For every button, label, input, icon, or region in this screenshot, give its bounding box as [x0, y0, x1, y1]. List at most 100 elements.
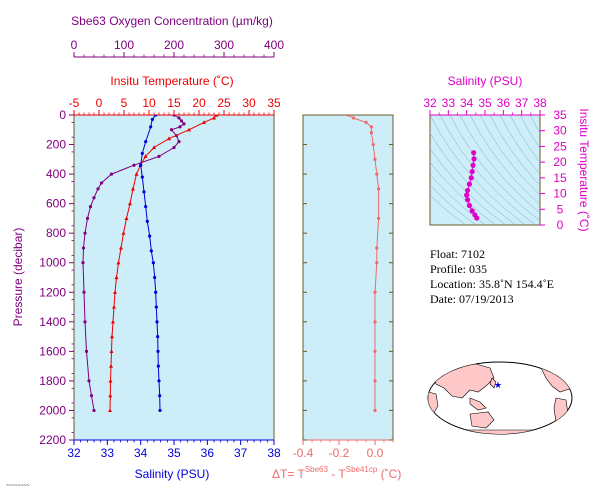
temperature-series-point — [108, 393, 113, 398]
ts-isoline — [519, 115, 540, 150]
salinity-series-point — [150, 117, 154, 122]
ts-isoline — [430, 132, 517, 225]
ts-temperature-axis-title: Insitu Temperature (˚C) — [577, 108, 591, 231]
salinity-series-point — [144, 204, 148, 209]
salinity-series-point — [156, 349, 160, 353]
temperature-series-point — [214, 115, 219, 117]
ts-salinity-tick-label: 36 — [497, 96, 511, 110]
profile-series — [81, 115, 219, 413]
ts-series-point — [471, 156, 477, 162]
delta-t-series-point — [375, 261, 379, 265]
temperature-series-point — [109, 363, 113, 368]
oxygen-series-point — [87, 379, 91, 383]
temperature-tick-label: 25 — [217, 96, 231, 110]
oxygen-series-point — [83, 231, 87, 235]
delta-t-series-point — [373, 379, 377, 383]
delta-t-series-point — [373, 349, 377, 353]
oxygen-series-point — [83, 320, 87, 324]
pressure-tick-label: 1200 — [39, 285, 66, 299]
salinity-tick-label: 32 — [67, 446, 81, 460]
date-info-label: Date: 07/19/2013 — [430, 292, 514, 306]
delta-t-series-point — [377, 216, 381, 221]
ts-isoline — [539, 115, 540, 116]
ts-series-point — [468, 175, 474, 181]
salinity-series-point — [155, 320, 159, 324]
temperature-series-point — [124, 216, 129, 221]
ts-series-point — [466, 202, 473, 209]
salinity-series-point — [156, 364, 160, 368]
delta-t-series-point — [369, 125, 373, 129]
oxygen-series-point — [92, 196, 96, 200]
ts-temperature-tick-label: 30 — [553, 124, 567, 138]
pressure-tick-label: 200 — [46, 138, 66, 152]
ts-isoline — [479, 115, 540, 196]
ts-isoline — [430, 173, 487, 225]
oxygen-tick-label: 200 — [164, 38, 184, 52]
ts-temperature-tick-label: 15 — [553, 171, 567, 185]
ts-plot-area — [429, 114, 541, 226]
salinity-series-point — [148, 234, 152, 238]
landmass-southeast-asia — [469, 397, 487, 411]
delta-series — [346, 115, 381, 413]
ts-density-isolines — [430, 115, 540, 225]
delta-tick-label: -0.2 — [329, 446, 350, 460]
pressure-tick-label: 0 — [59, 108, 66, 122]
temperature-series-point — [187, 127, 191, 132]
pressure-tick-label: 400 — [46, 167, 66, 181]
temperature-series-point — [167, 136, 171, 141]
location-info-label: Location: 35.8˚N 154.4˚E — [430, 277, 554, 291]
oxygen-series-point — [157, 154, 161, 158]
salinity-series-point — [153, 275, 157, 280]
delta-tick-label: 0.0 — [367, 446, 384, 460]
temperature-series-point — [113, 290, 117, 294]
ts-series-point — [469, 168, 475, 175]
oxygen-tick-label: 400 — [264, 38, 284, 52]
landmass-antarctica — [439, 429, 561, 434]
salinity-tick-label: 36 — [201, 446, 215, 460]
salinity-series-point — [144, 139, 148, 144]
temperature-axis-title: Insitu Temperature (˚C) — [110, 74, 233, 88]
oxygen-series-point — [99, 181, 104, 185]
salinity-series-point — [151, 261, 155, 265]
ts-isoline — [489, 115, 540, 186]
ts-temperature-tick-label: 5 — [557, 202, 564, 216]
pressure-axis-title: Pressure (decibar) — [11, 228, 25, 327]
temperature-series-point — [131, 186, 135, 191]
float-location-marker: ★ — [494, 380, 502, 390]
oxygen-series-point — [178, 125, 182, 129]
delta-t-series-point — [369, 131, 373, 135]
pressure-tick-label: 1600 — [39, 344, 66, 358]
ts-isoline — [449, 115, 540, 222]
oxygen-series-point — [92, 408, 96, 413]
ts-series-point — [464, 187, 471, 194]
delta-t-series-point — [373, 320, 377, 324]
ts-salinity-tick-label: 37 — [515, 96, 529, 110]
oxygen-axis-title: Sbe63 Oxygen Concentration (µm/kg) — [71, 14, 273, 28]
oxygen-series-point — [177, 116, 181, 120]
salinity-series-point — [156, 334, 160, 339]
pressure-tick-label: 2000 — [39, 403, 66, 417]
oxygen-series-point — [96, 187, 100, 191]
ts-isoline — [509, 115, 540, 163]
pressure-tick-label: 800 — [46, 226, 66, 240]
temperature-series-point — [134, 171, 139, 176]
delta-tick-label: -0.4 — [293, 446, 314, 460]
temperature-series-point — [111, 319, 115, 324]
delta-title-sup1: Sbe63 — [305, 465, 329, 474]
temperature-tick-label: 20 — [192, 96, 206, 110]
delta-t-series-point — [373, 157, 377, 161]
salinity-tick-label: 34 — [134, 446, 148, 460]
delta-title-end: (˚C) — [377, 467, 401, 481]
pressure-tick-label: 1800 — [39, 374, 66, 388]
temperature-series-point — [212, 115, 216, 120]
delta-title-sup2: Sbe41cp — [346, 465, 378, 474]
oxygen-series-point — [89, 394, 94, 398]
salinity-tick-label: 33 — [101, 446, 115, 460]
ts-temperature-tick-label: 0 — [557, 218, 564, 232]
oxygen-series-point — [182, 122, 186, 126]
ts-isoline — [430, 184, 477, 225]
salinity-series-point — [145, 219, 149, 223]
temperature-series-point — [116, 260, 121, 265]
